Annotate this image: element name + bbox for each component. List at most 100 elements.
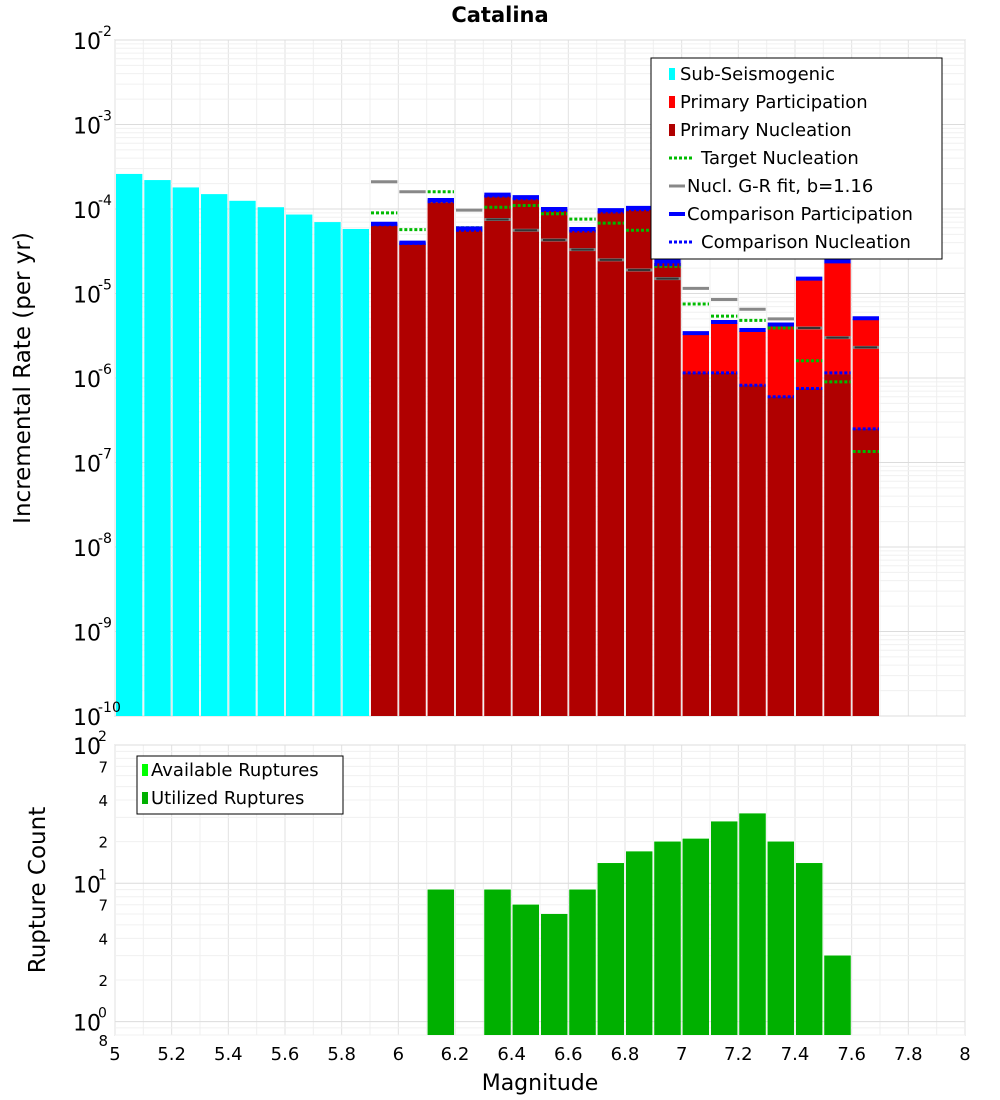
count-y-tick-label: 10 — [73, 1012, 101, 1037]
utilized-ruptures-bar — [484, 889, 511, 1035]
utilized-ruptures-bar — [767, 841, 794, 1035]
sub-seismogenic-bar — [116, 173, 143, 716]
primary-nucleation-bar — [371, 224, 398, 716]
available-ruptures-legend-swatch — [142, 764, 148, 776]
rate-y-tick-label: 10 — [73, 199, 101, 224]
rate-y-tick-exponent: -6 — [98, 362, 112, 378]
count-legend-box — [136, 755, 344, 815]
rate-y-tick-label: 10 — [73, 284, 101, 309]
rate-y-tick-exponent: -10 — [98, 700, 121, 716]
primary-nucleation-bar — [569, 230, 596, 716]
primary-nucleation-bar — [456, 229, 483, 716]
x-tick-label: 6.4 — [497, 1044, 526, 1065]
count-grid — [114, 744, 966, 1036]
utilized-ruptures-bar — [739, 813, 766, 1035]
primary-nucleation-bar — [654, 262, 681, 716]
count-y-tick-label: 10 — [73, 735, 101, 760]
utilized-ruptures-bar — [682, 838, 709, 1035]
rate-y-tick-label: 10 — [73, 368, 101, 393]
utilized-ruptures-bar — [541, 913, 568, 1035]
primary-nucleation-bar — [824, 374, 851, 716]
count-y-minor-tick-label: 4 — [98, 792, 108, 810]
primary-nucleation-bar — [626, 209, 653, 716]
nucl-g-r-fit-b-1-16-legend-label: Nucl. G-R fit, b=1.16 — [687, 176, 873, 197]
utilized-ruptures-bar — [569, 889, 596, 1035]
utilized-ruptures-bar — [512, 904, 539, 1035]
utilized-ruptures-bar — [626, 851, 653, 1035]
rate-y-tick-label: 10 — [73, 453, 101, 478]
primary-nucleation-bar — [796, 388, 823, 716]
count-y-minor-tick-label: 7 — [98, 758, 108, 776]
x-tick-label: 5 — [109, 1044, 120, 1065]
sub-seismogenic-legend-swatch — [669, 68, 675, 80]
primary-nucleation-bar — [427, 200, 454, 717]
primary-nucleation-legend-swatch — [669, 124, 675, 136]
x-tick-label: 5.8 — [327, 1044, 356, 1065]
x-axis-label: Magnitude — [482, 1071, 599, 1096]
primary-nucleation-bar — [739, 385, 766, 716]
sub-seismogenic-bar — [342, 228, 369, 716]
count-legend: Available Ruptures Utilized Ruptures — [136, 755, 344, 815]
primary-nucleation-legend-label: Primary Nucleation — [680, 120, 852, 141]
available-ruptures-legend-label: Available Ruptures — [151, 760, 319, 781]
utilized-ruptures-bar — [824, 955, 851, 1035]
x-tick-label: 7 — [676, 1044, 687, 1065]
primary-nucleation-bar — [711, 372, 738, 716]
rate-y-tick-label: 10 — [73, 115, 101, 140]
x-ticks: 5 5.2 5.4 5.6 5.8 6 6.2 6.4 6.6 6.8 7 7.2 7.4 7.6 7.8 8 — [109, 1044, 970, 1065]
x-tick-label: 7.4 — [781, 1044, 810, 1065]
x-tick-label: 6.8 — [611, 1044, 640, 1065]
count-y-minor-tick-label: 8 — [98, 1032, 108, 1050]
x-tick-label: 7.6 — [837, 1044, 866, 1065]
primary-nucleation-bar — [852, 428, 879, 716]
sub-seismogenic-bar — [314, 222, 341, 716]
count-y-minor-tick-label: 2 — [98, 972, 108, 990]
sub-seismogenic-bar — [257, 207, 284, 716]
primary-nucleation-bar — [682, 372, 709, 716]
count-y-axis-label: Rupture Count — [25, 807, 51, 973]
primary-nucleation-bar — [767, 396, 794, 716]
x-tick-label: 7.2 — [724, 1044, 753, 1065]
sub-seismogenic-bar — [144, 180, 171, 716]
rate-markers — [371, 180, 879, 453]
primary-nucleation-bar — [512, 197, 539, 716]
utilized-ruptures-legend-label: Utilized Ruptures — [151, 788, 304, 809]
sub-seismogenic-bar — [286, 214, 313, 716]
sub-seismogenic-bar — [201, 194, 228, 716]
target-nucleation-legend-label: Target Nucleation — [700, 148, 859, 169]
primary-participation-legend-label: Primary Participation — [680, 92, 868, 113]
x-tick-label: 5.2 — [157, 1044, 186, 1065]
rate-y-axis-label: Incremental Rate (per yr) — [10, 232, 36, 524]
x-tick-label: 6.2 — [441, 1044, 470, 1065]
rate-y-tick-exponent: -5 — [98, 278, 112, 294]
count-y-minor-tick-label: 7 — [98, 897, 108, 915]
x-tick-label: 6.6 — [554, 1044, 583, 1065]
count-y-minor-tick-label: 4 — [98, 930, 108, 948]
count-y-tick-exponent: 2 — [98, 729, 107, 745]
count-bars — [427, 813, 851, 1035]
utilized-ruptures-bar — [796, 863, 823, 1035]
count-y-tick-exponent: 0 — [98, 1006, 107, 1022]
utilized-ruptures-bar — [597, 863, 624, 1035]
primary-nucleation-bar — [597, 211, 624, 716]
primary-nucleation-bar — [484, 195, 511, 717]
rate-y-tick-exponent: -2 — [98, 24, 112, 40]
count-y-minor-tick-label: 2 — [98, 834, 108, 852]
rate-legend-box — [650, 57, 943, 260]
comparison-nucleation-legend-label: Comparison Nucleation — [701, 232, 911, 253]
utilized-ruptures-legend-swatch — [142, 792, 148, 804]
primary-nucleation-bar — [541, 209, 568, 716]
rate-bars — [116, 173, 879, 717]
chart-title: Catalina — [451, 3, 548, 27]
utilized-ruptures-bar — [654, 841, 681, 1035]
primary-nucleation-bar — [399, 243, 426, 716]
count-y-tick-exponent: 1 — [98, 867, 107, 883]
x-tick-label: 6 — [393, 1044, 404, 1065]
sub-seismogenic-legend-label: Sub-Seismogenic — [680, 64, 835, 85]
utilized-ruptures-bar — [427, 889, 454, 1035]
rate-y-tick-label: 10 — [73, 622, 101, 647]
